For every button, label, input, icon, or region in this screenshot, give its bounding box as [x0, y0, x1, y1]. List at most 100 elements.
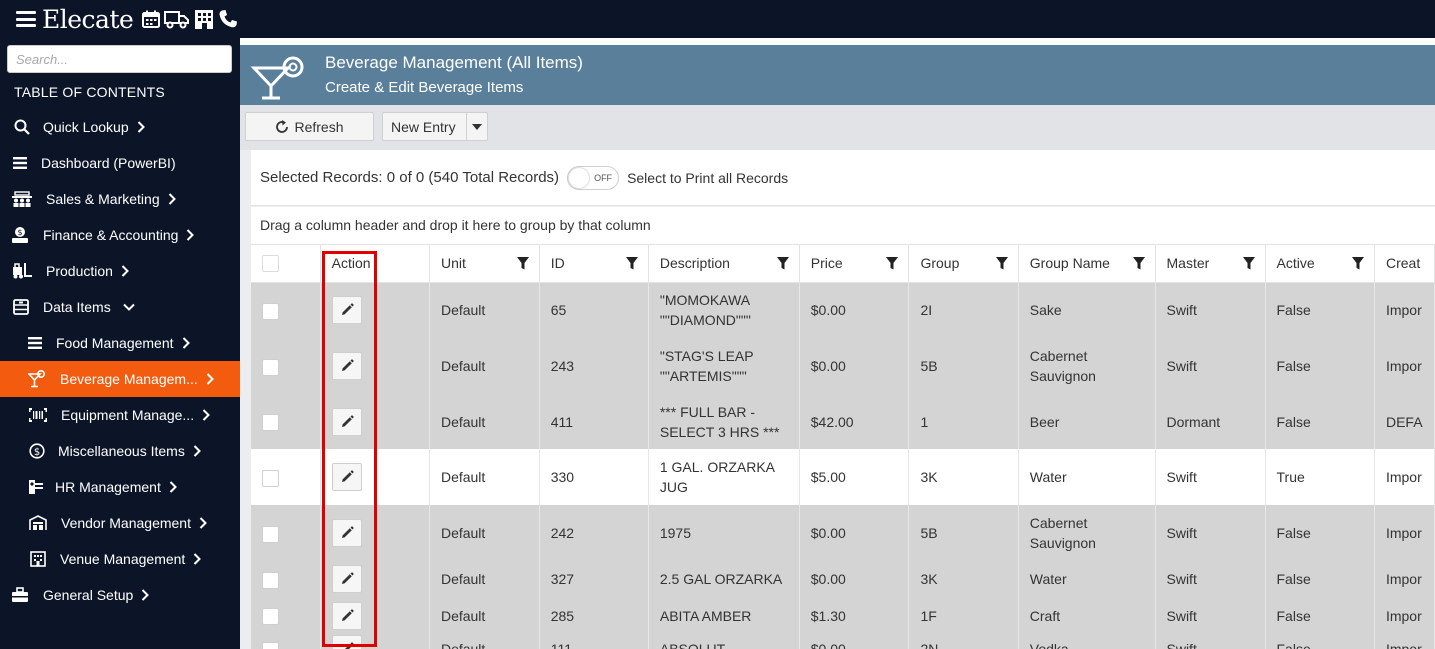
table-row[interactable]: Default 330 1 GAL. ORZARKA JUG $5.00 3K Water… [251, 449, 1435, 505]
sidebar-item-dashboard[interactable]: Dashboard (PowerBI) [0, 145, 240, 181]
table-row[interactable]: Default 243 "STAG'S LEAP ""ARTEMIS""" $0.00… [251, 338, 1435, 394]
cell-price: $0.00 [799, 338, 910, 394]
cell-master: Swift [1155, 634, 1266, 649]
hamburger-menu-icon[interactable] [16, 11, 36, 27]
cell-id: 330 [539, 449, 649, 505]
row-checkbox[interactable] [262, 641, 279, 649]
column-header-created[interactable]: Creat [1374, 245, 1435, 283]
caret-down-icon [472, 123, 482, 130]
sidebar-item-data-items[interactable]: Data Items [0, 289, 240, 325]
edit-button[interactable] [331, 296, 362, 325]
chevron-right-icon [202, 409, 214, 421]
cell-created: Impor [1374, 505, 1435, 561]
cell-action [320, 597, 430, 634]
svg-text:$: $ [17, 228, 22, 237]
cell-group: 2I [908, 282, 1019, 338]
building-icon[interactable] [193, 8, 215, 30]
sidebar-item-label: Finance & Accounting [43, 227, 179, 243]
brand-logo[interactable]: Elecate [42, 4, 134, 34]
edit-button[interactable] [331, 463, 362, 491]
filter-icon[interactable] [995, 257, 1008, 273]
phone-icon[interactable] [218, 9, 238, 29]
table-row[interactable]: Default 111 ABSOLUT $0.00 2N Vodka Swift False I… [251, 634, 1435, 649]
building-icon [28, 549, 48, 569]
truck-icon[interactable] [164, 9, 190, 29]
sidebar-item-miscellaneous-items[interactable]: $ Miscellaneous Items [0, 433, 240, 469]
filter-icon[interactable] [776, 257, 789, 273]
cell-group: 2N [908, 634, 1019, 649]
cell-description: ABITA AMBER [648, 597, 800, 634]
cell-price: $0.00 [799, 505, 910, 561]
sidebar-item-food-management[interactable]: Food Management [0, 325, 240, 361]
cell-description: "MOMOKAWA ""DIAMOND""" [648, 282, 800, 338]
column-header-group-name[interactable]: Group Name [1018, 245, 1156, 283]
cell-description: 1 GAL. ORZARKA JUG [648, 449, 800, 505]
row-checkbox[interactable] [262, 414, 279, 432]
table-row[interactable]: Default 285 ABITA AMBER $1.30 1F Craft Swift Fa… [251, 597, 1435, 634]
cell-select [251, 561, 321, 597]
cell-action [320, 449, 430, 505]
sidebar-item-equipment-management[interactable]: Equipment Manage... [0, 397, 240, 433]
column-header-description[interactable]: Description [648, 245, 800, 283]
edit-button[interactable] [331, 352, 362, 380]
table-row[interactable]: Default 411 *** FULL BAR - SELECT 3 HRS **… [251, 394, 1435, 449]
row-checkbox[interactable] [262, 469, 279, 487]
filter-icon[interactable] [1242, 257, 1255, 273]
new-entry-label: New Entry [391, 118, 456, 135]
column-header-select[interactable] [251, 245, 321, 283]
cocktail-icon [27, 369, 47, 389]
column-header-label: Creat [1385, 255, 1421, 272]
column-header-group[interactable]: Group [908, 245, 1019, 283]
row-checkbox[interactable] [262, 358, 279, 376]
group-panel[interactable]: Drag a column header and drop it here to… [251, 207, 1435, 245]
cell-price: $0.00 [799, 634, 910, 649]
edit-button[interactable] [331, 635, 362, 649]
filter-icon[interactable] [625, 257, 638, 273]
calendar-icon[interactable] [141, 9, 161, 29]
sidebar-item-sales-marketing[interactable]: Sales & Marketing [0, 181, 240, 217]
edit-button[interactable] [331, 519, 362, 547]
sidebar-item-quick-lookup[interactable]: Quick Lookup [0, 109, 240, 145]
column-header-id[interactable]: ID [539, 245, 649, 283]
edit-button[interactable] [331, 565, 362, 593]
column-header-master[interactable]: Master [1155, 245, 1266, 283]
edit-button[interactable] [331, 407, 362, 436]
new-entry-button[interactable]: New Entry [382, 112, 466, 141]
page-subtitle: Create & Edit Beverage Items [325, 79, 524, 96]
edit-button[interactable] [331, 601, 362, 630]
select-all-checkbox[interactable] [262, 255, 279, 273]
sidebar-item-beverage-management[interactable]: Beverage Managem... [0, 361, 240, 397]
filter-icon[interactable] [1132, 257, 1145, 273]
new-entry-dropdown-button[interactable] [466, 112, 488, 141]
grid-header-row: Action Unit ID Description Price Group G… [251, 245, 1435, 283]
sidebar-item-finance-accounting[interactable]: $ Finance & Accounting [0, 217, 240, 253]
cell-created: Impor [1374, 282, 1435, 338]
cell-master: Dormant [1155, 394, 1266, 449]
table-row[interactable]: Default 242 1975 $0.00 5B Cabernet Sauvignon S… [251, 505, 1435, 561]
sidebar-item-production[interactable]: Production [0, 253, 240, 289]
refresh-button[interactable]: Refresh [245, 112, 374, 141]
filter-icon[interactable] [886, 257, 899, 273]
sidebar-item-venue-management[interactable]: Venue Management [0, 541, 240, 577]
row-checkbox[interactable] [262, 303, 279, 321]
row-checkbox[interactable] [262, 525, 279, 543]
sidebar-item-hr-management[interactable]: HR Management [0, 469, 240, 505]
filter-icon[interactable] [516, 257, 529, 273]
cell-description: 1975 [648, 505, 800, 561]
table-row[interactable]: Default 327 2.5 GAL ORZARKA $0.00 3K Water Swi… [251, 561, 1435, 597]
row-checkbox[interactable] [262, 571, 279, 589]
row-checkbox[interactable] [262, 608, 279, 626]
column-header-action[interactable]: Action [320, 245, 430, 283]
print-all-toggle[interactable]: OFF [567, 165, 620, 190]
cell-id: 327 [539, 561, 649, 597]
sidebar-item-vendor-management[interactable]: Vendor Management [0, 505, 240, 541]
column-header-active[interactable]: Active [1265, 245, 1375, 283]
filter-icon[interactable] [1351, 257, 1364, 273]
table-row[interactable]: Default 65 "MOMOKAWA ""DIAMOND""" $0.00 2I Sa… [251, 282, 1435, 338]
column-header-unit[interactable]: Unit [429, 245, 540, 283]
cell-select [251, 634, 321, 649]
column-header-price[interactable]: Price [799, 245, 910, 283]
search-input[interactable] [7, 45, 232, 73]
sidebar-item-general-setup[interactable]: General Setup [0, 577, 240, 613]
cell-price: $0.00 [799, 282, 910, 338]
